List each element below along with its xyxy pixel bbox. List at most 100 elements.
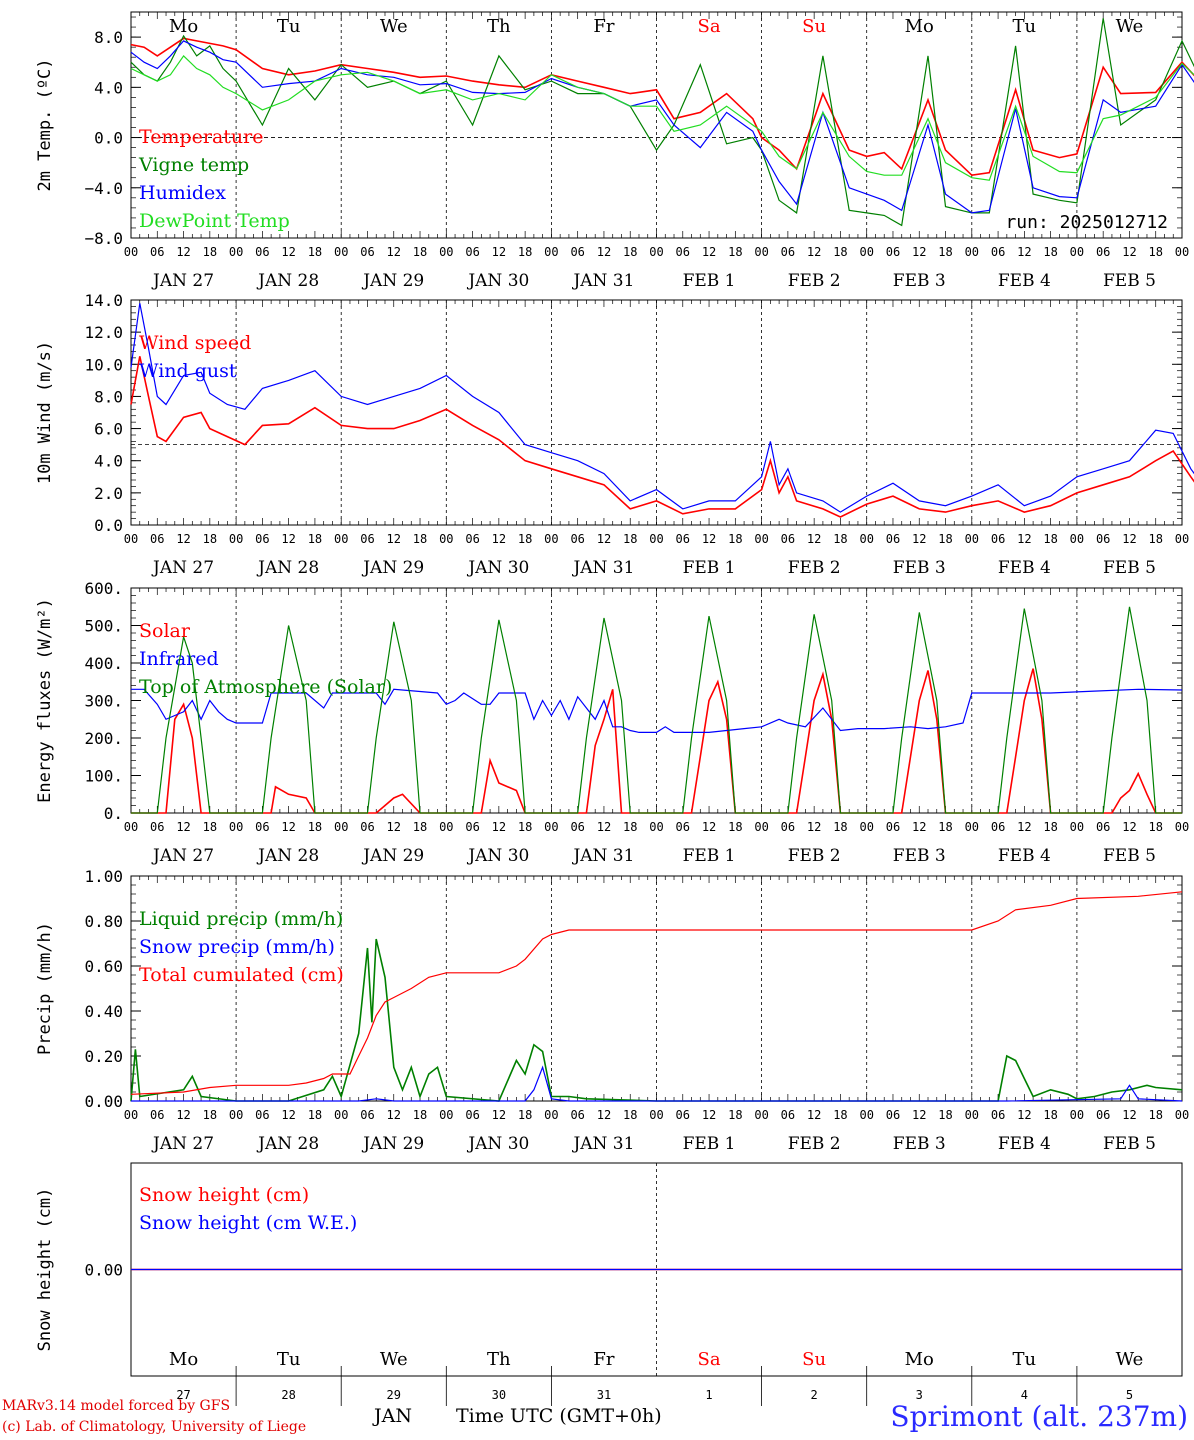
- y-axis-label: Snow height (cm): [35, 1188, 55, 1352]
- hour-label: 00: [965, 245, 979, 259]
- date-label: FEB 3: [893, 846, 946, 866]
- series-line: [130, 40, 1194, 214]
- legend-entry: Total cumulated (cm): [139, 964, 344, 986]
- hour-label: 12: [1122, 532, 1136, 546]
- day-number: 5: [1126, 1388, 1133, 1402]
- hour-label: 00: [229, 532, 243, 546]
- date-label: FEB 2: [788, 1134, 841, 1154]
- hour-label: 12: [1017, 532, 1031, 546]
- hour-label: 12: [492, 532, 506, 546]
- y-tick-label: 0.00: [84, 1261, 123, 1280]
- hour-label: 00: [439, 532, 453, 546]
- hour-label: 00: [544, 532, 558, 546]
- date-label: FEB 5: [1103, 271, 1156, 291]
- hour-label: 12: [1122, 1108, 1136, 1122]
- date-label: JAN 29: [361, 271, 424, 291]
- hour-label: 12: [1122, 245, 1136, 259]
- hour-label: 00: [1175, 1108, 1189, 1122]
- date-label: FEB 3: [893, 271, 946, 291]
- hour-label: 06: [150, 1108, 164, 1122]
- hour-label: 00: [754, 245, 768, 259]
- hour-label: 00: [965, 532, 979, 546]
- hour-label: 06: [465, 820, 479, 834]
- date-label: FEB 1: [683, 846, 736, 866]
- hour-label: 06: [676, 532, 690, 546]
- hour-label: 06: [1096, 532, 1110, 546]
- hour-label: 18: [308, 245, 322, 259]
- y-tick-label: 600.: [84, 579, 123, 598]
- hour-label: 18: [413, 532, 427, 546]
- hour-label: 12: [387, 532, 401, 546]
- y-axis-label: Energy fluxes (W/m²): [35, 598, 55, 803]
- hour-label: 06: [991, 532, 1005, 546]
- hour-label: 06: [1096, 1108, 1110, 1122]
- hour-label: 00: [439, 245, 453, 259]
- hour-label: 12: [387, 245, 401, 259]
- date-label: FEB 4: [998, 558, 1051, 578]
- hour-label: 12: [807, 532, 821, 546]
- hour-label: 12: [912, 532, 926, 546]
- hour-label: 00: [1070, 820, 1084, 834]
- hour-label: 06: [676, 245, 690, 259]
- hour-label: 18: [623, 245, 637, 259]
- hour-label: 06: [570, 245, 584, 259]
- hour-label: 00: [124, 820, 138, 834]
- hour-label: 18: [623, 820, 637, 834]
- date-label: JAN 30: [466, 558, 529, 578]
- date-label: JAN 28: [256, 1134, 319, 1154]
- date-label: JAN 30: [466, 1134, 529, 1154]
- hour-label: 12: [807, 1108, 821, 1122]
- hour-label: 00: [334, 532, 348, 546]
- hour-label: 12: [702, 1108, 716, 1122]
- hour-label: 18: [623, 532, 637, 546]
- hour-label: 18: [833, 820, 847, 834]
- series-line: [130, 18, 1194, 227]
- hour-label: 12: [176, 820, 190, 834]
- date-label: JAN 28: [256, 558, 319, 578]
- hour-label: 12: [597, 820, 611, 834]
- hour-label: 18: [833, 245, 847, 259]
- hour-label: 00: [1175, 245, 1189, 259]
- y-tick-label: −4.0: [84, 179, 123, 198]
- date-label: JAN 28: [256, 271, 319, 291]
- y-tick-label: 4.0: [94, 78, 123, 97]
- date-label: FEB 2: [788, 846, 841, 866]
- hour-label: 12: [597, 245, 611, 259]
- hour-label: 12: [492, 245, 506, 259]
- hour-label: 00: [439, 1108, 453, 1122]
- y-axis-label: 2m Temp. (ºC): [35, 58, 55, 191]
- hour-label: 18: [413, 820, 427, 834]
- day-name: Fr: [593, 16, 614, 37]
- date-label: FEB 4: [998, 1134, 1051, 1154]
- station-name: Sprimont (alt. 237m): [890, 1400, 1188, 1433]
- hour-label: 06: [570, 532, 584, 546]
- hour-label: 18: [728, 1108, 742, 1122]
- day-number: 1: [705, 1388, 712, 1402]
- hour-label: 00: [1175, 820, 1189, 834]
- series-line: [130, 37, 1194, 177]
- hour-label: 06: [886, 532, 900, 546]
- hour-label: 18: [1148, 532, 1162, 546]
- date-label: JAN 30: [466, 271, 529, 291]
- hour-label: 06: [255, 245, 269, 259]
- hour-label: 12: [702, 820, 716, 834]
- series-line: [131, 1065, 1183, 1102]
- hour-label: 18: [203, 820, 217, 834]
- hour-label: 18: [518, 820, 532, 834]
- date-label: JAN 28: [256, 846, 319, 866]
- hour-label: 18: [1043, 532, 1057, 546]
- series-line: [130, 356, 1194, 518]
- day-name: Mo: [169, 1349, 198, 1370]
- hour-label: 18: [938, 1108, 952, 1122]
- date-label: JAN 27: [151, 1134, 214, 1154]
- series-line: [130, 891, 1183, 1095]
- hour-label: 12: [492, 820, 506, 834]
- day-name: Tu: [1013, 16, 1037, 37]
- hour-label: 12: [176, 532, 190, 546]
- hour-label: 00: [334, 820, 348, 834]
- date-label: FEB 3: [893, 1134, 946, 1154]
- series-line: [131, 688, 1183, 733]
- hour-label: 00: [965, 820, 979, 834]
- hour-label: 18: [308, 820, 322, 834]
